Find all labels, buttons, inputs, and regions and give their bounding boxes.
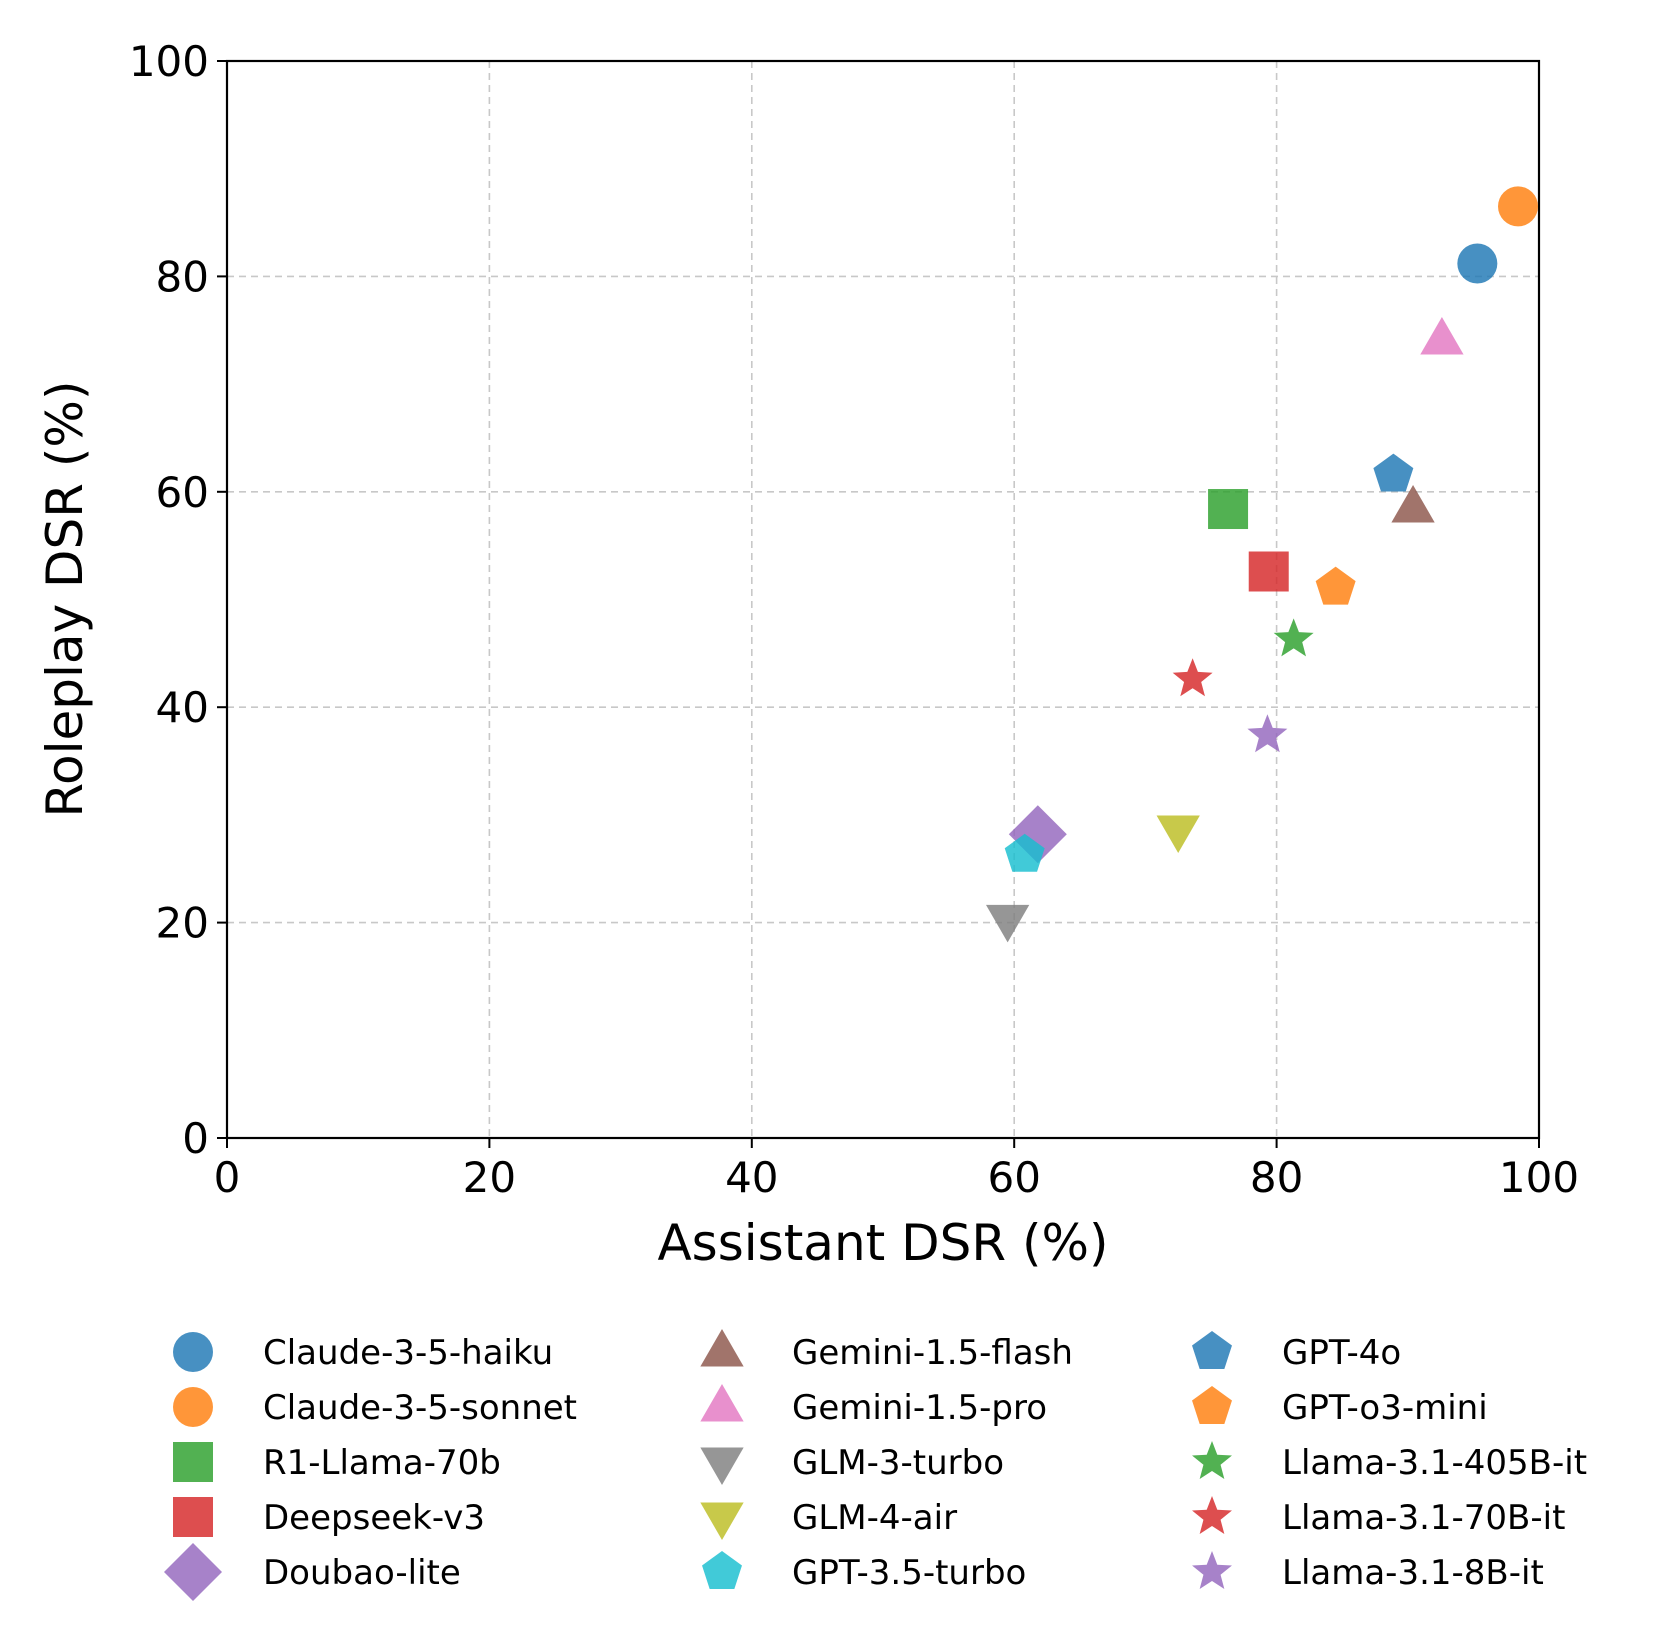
axis-ticks: 0 20 40 60 80 100 0 20 40 60 80 100	[129, 37, 1579, 1202]
legend-marker	[700, 1384, 744, 1422]
legend-marker	[700, 1447, 744, 1485]
legend-label: GLM-3-turbo	[792, 1443, 1004, 1483]
legend-marker	[1192, 1386, 1232, 1424]
legend-marker	[1192, 1441, 1232, 1479]
legend-item: Deepseek-v3	[173, 1497, 485, 1538]
data-point-gpt-o3-mini	[1315, 566, 1356, 605]
data-point-gemini-1-5-flash	[1391, 484, 1435, 523]
legend-label: GPT-3.5-turbo	[792, 1553, 1026, 1593]
legend: Claude-3-5-haiku Claude-3-5-sonnet R1-Llam…	[164, 1329, 1587, 1601]
legend-label: Gemini-1.5-flash	[792, 1333, 1073, 1373]
data-point-glm-4-air	[1156, 815, 1200, 853]
data-point-gemini-1-5-pro	[1420, 316, 1464, 355]
legend-marker	[173, 1332, 213, 1372]
data-point-claude-3-5-sonnet	[1498, 186, 1539, 227]
x-tick-label: 20	[463, 1153, 516, 1202]
legend-item: GLM-4-air	[700, 1498, 957, 1540]
legend-item: GPT-4o	[1192, 1331, 1401, 1373]
y-tick-label: 20	[156, 899, 209, 948]
legend-item: GLM-3-turbo	[700, 1443, 1004, 1485]
legend-item: Gemini-1.5-flash	[700, 1329, 1073, 1373]
x-tick-label: 80	[1250, 1153, 1303, 1202]
y-axis-label: Roleplay DSR (%)	[36, 381, 94, 818]
data-point-gpt-4o	[1373, 453, 1414, 492]
y-tick-label: 40	[156, 683, 209, 732]
grid-lines	[227, 61, 1539, 1138]
data-point-deepseek-v3	[1248, 551, 1289, 592]
legend-label: Doubao-lite	[263, 1553, 461, 1593]
data-point-llama-3-1-405b-it	[1273, 618, 1314, 657]
legend-label: Claude-3-5-haiku	[263, 1333, 553, 1373]
legend-label: R1-Llama-70b	[263, 1443, 501, 1483]
legend-item: GPT-3.5-turbo	[702, 1551, 1026, 1593]
y-tick-label: 0	[182, 1114, 209, 1163]
legend-item: R1-Llama-70b	[173, 1442, 501, 1483]
legend-item: Llama-3.1-405B-it	[1192, 1441, 1587, 1483]
legend-marker	[700, 1329, 744, 1367]
legend-marker	[173, 1442, 213, 1482]
x-axis-label: Assistant DSR (%)	[657, 1214, 1108, 1272]
legend-label: Llama-3.1-8B-it	[1282, 1553, 1544, 1593]
legend-marker	[1192, 1331, 1232, 1369]
legend-marker	[700, 1502, 744, 1540]
data-points	[985, 186, 1539, 943]
data-point-r1-llama-70b	[1208, 489, 1249, 530]
data-point-claude-3-5-haiku	[1457, 243, 1498, 284]
y-tick-label: 80	[156, 252, 209, 301]
legend-item: Llama-3.1-70B-it	[1192, 1496, 1565, 1538]
legend-marker	[173, 1387, 213, 1427]
legend-label: Llama-3.1-405B-it	[1282, 1443, 1587, 1483]
data-point-gpt-3-5-turbo	[1004, 833, 1045, 872]
legend-label: Gemini-1.5-pro	[792, 1388, 1047, 1428]
legend-item: Claude-3-5-sonnet	[173, 1387, 577, 1428]
legend-label: GLM-4-air	[792, 1498, 957, 1538]
legend-item: Claude-3-5-haiku	[173, 1332, 553, 1373]
legend-marker	[1192, 1551, 1232, 1589]
legend-label: GPT-o3-mini	[1282, 1388, 1488, 1428]
x-tick-label: 40	[725, 1153, 778, 1202]
legend-marker	[1192, 1496, 1232, 1534]
legend-label: Claude-3-5-sonnet	[263, 1388, 577, 1428]
data-point-llama-3-1-70b-it	[1172, 658, 1213, 697]
x-tick-label: 0	[214, 1153, 241, 1202]
legend-item: GPT-o3-mini	[1192, 1386, 1488, 1428]
legend-label: Llama-3.1-70B-it	[1282, 1498, 1565, 1538]
y-tick-label: 100	[129, 37, 209, 86]
legend-item: Llama-3.1-8B-it	[1192, 1551, 1544, 1593]
x-tick-label: 60	[987, 1153, 1040, 1202]
y-tick-label: 60	[156, 468, 209, 517]
legend-item: Doubao-lite	[164, 1543, 461, 1601]
data-point-llama-3-1-8b-it	[1247, 714, 1288, 753]
data-point-glm-3-turbo	[985, 904, 1030, 943]
legend-label: Deepseek-v3	[263, 1498, 485, 1538]
legend-marker	[173, 1497, 213, 1537]
legend-marker	[702, 1551, 742, 1589]
legend-marker	[164, 1543, 222, 1601]
x-tick-label: 100	[1499, 1153, 1579, 1202]
legend-item: Gemini-1.5-pro	[700, 1384, 1047, 1428]
legend-label: GPT-4o	[1282, 1333, 1401, 1373]
plot-frame	[225, 59, 1541, 1140]
